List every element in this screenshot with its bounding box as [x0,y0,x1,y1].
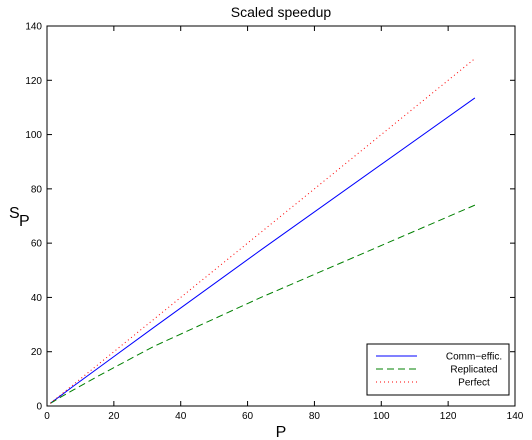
y-tick-label: 20 [31,347,43,358]
y-tick-label: 0 [36,402,42,413]
legend-label: Perfect [458,378,490,389]
series-line-perfect [50,58,476,404]
y-axis-label-group: S P [9,205,30,230]
x-axis-label: P [276,424,287,440]
y-axis-label-subscript: P [19,213,30,230]
x-tick-label: 40 [175,411,187,422]
legend-box [366,343,510,396]
x-tick-label: 140 [507,411,524,422]
y-tick-label: 40 [31,293,43,304]
y-tick-label: 80 [31,184,43,195]
x-tick-label: 80 [309,411,321,422]
axes: 0 20 40 60 80 100 120 140 0 20 40 60 80 100 120 140 [25,22,523,423]
y-tick-label: 100 [25,130,42,141]
x-tick-label: 0 [44,411,50,422]
legend-label: Replicated [450,365,497,376]
series-line-comm-effic [50,97,476,404]
series-line-replicated [50,204,476,404]
x-tick-label: 20 [108,411,120,422]
x-tick-label: 100 [373,411,390,422]
legend-label: Comm−effic. [446,352,502,363]
y-tick-label: 140 [25,22,42,33]
y-tick-label: 120 [25,76,42,87]
y-tick-label: 60 [31,239,43,250]
series-lines [50,58,476,404]
x-tick-label: 120 [440,411,457,422]
x-tick-label: 60 [242,411,254,422]
chart-title: Scaled speedup [231,4,332,20]
y-axis-label: S [9,205,20,222]
legend-items: Comm−effic. Replicated Perfect [376,352,502,389]
legend: Comm−effic. Replicated Perfect [366,343,510,396]
